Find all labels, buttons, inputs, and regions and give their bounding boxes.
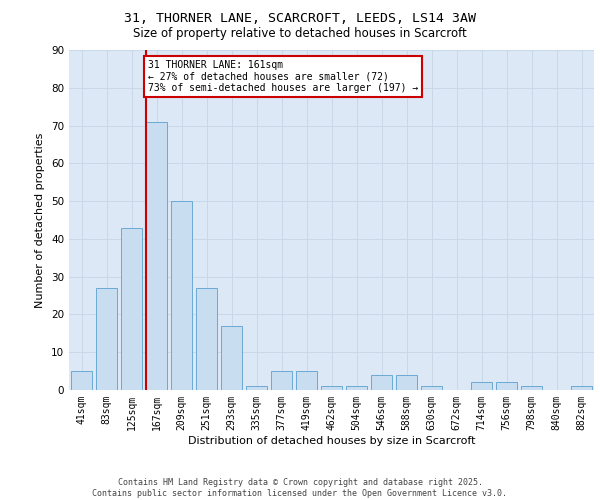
X-axis label: Distribution of detached houses by size in Scarcroft: Distribution of detached houses by size … <box>188 436 475 446</box>
Text: 31 THORNER LANE: 161sqm
← 27% of detached houses are smaller (72)
73% of semi-de: 31 THORNER LANE: 161sqm ← 27% of detache… <box>148 60 418 94</box>
Bar <box>371 375 392 390</box>
Text: Contains HM Land Registry data © Crown copyright and database right 2025.
Contai: Contains HM Land Registry data © Crown c… <box>92 478 508 498</box>
Bar <box>196 288 217 390</box>
Bar <box>521 386 542 390</box>
Bar <box>421 386 442 390</box>
Bar <box>246 386 267 390</box>
Bar <box>321 386 342 390</box>
Bar <box>471 382 492 390</box>
Bar <box>221 326 242 390</box>
Bar <box>571 386 592 390</box>
Bar <box>496 382 517 390</box>
Text: Size of property relative to detached houses in Scarcroft: Size of property relative to detached ho… <box>133 28 467 40</box>
Bar <box>71 371 92 390</box>
Bar <box>346 386 367 390</box>
Bar <box>271 371 292 390</box>
Text: 31, THORNER LANE, SCARCROFT, LEEDS, LS14 3AW: 31, THORNER LANE, SCARCROFT, LEEDS, LS14… <box>124 12 476 26</box>
Bar <box>396 375 417 390</box>
Bar <box>96 288 117 390</box>
Bar <box>296 371 317 390</box>
Bar <box>146 122 167 390</box>
Y-axis label: Number of detached properties: Number of detached properties <box>35 132 46 308</box>
Bar <box>171 201 192 390</box>
Bar <box>121 228 142 390</box>
